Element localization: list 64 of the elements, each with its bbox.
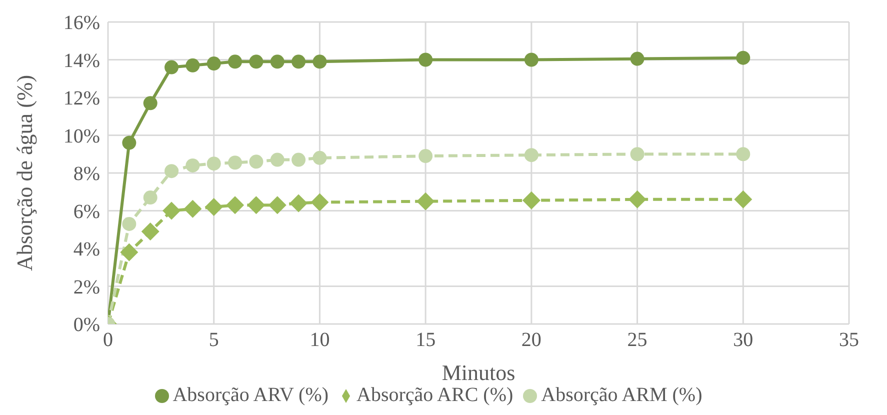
y-tick-label: 14% bbox=[63, 50, 100, 72]
point bbox=[204, 198, 223, 216]
point bbox=[206, 56, 221, 71]
point bbox=[270, 54, 284, 69]
point bbox=[164, 164, 179, 178]
point bbox=[122, 216, 136, 231]
y-tick-label: 0% bbox=[73, 314, 100, 336]
legend-label: Absorção ARM (%) bbox=[541, 384, 702, 406]
x-tick-label: 10 bbox=[310, 329, 330, 352]
y-tick-label: 2% bbox=[73, 276, 100, 298]
point bbox=[522, 191, 540, 210]
point bbox=[206, 156, 221, 171]
x-tick-label: 15 bbox=[416, 329, 436, 352]
y-tick-label: 6% bbox=[73, 200, 100, 223]
point bbox=[143, 96, 158, 110]
y-tick-label: 16% bbox=[63, 12, 100, 34]
point bbox=[312, 54, 327, 69]
x-axis-title: Minutos bbox=[442, 360, 516, 385]
y-tick-label: 8% bbox=[73, 163, 100, 186]
point bbox=[270, 152, 284, 167]
y-axis-title: Absorção de água (%) bbox=[12, 74, 37, 272]
x-tick-label: 35 bbox=[839, 329, 859, 352]
point bbox=[141, 222, 160, 241]
point bbox=[249, 154, 264, 169]
x-tick-label: 0 bbox=[103, 329, 113, 352]
point bbox=[310, 193, 329, 212]
point bbox=[630, 52, 644, 66]
point bbox=[143, 190, 158, 205]
point bbox=[734, 190, 752, 208]
point bbox=[312, 150, 327, 165]
point bbox=[630, 147, 644, 162]
point bbox=[416, 192, 435, 210]
point bbox=[418, 52, 433, 67]
point bbox=[184, 200, 202, 218]
point bbox=[292, 54, 306, 69]
point bbox=[228, 54, 242, 69]
point bbox=[186, 158, 200, 172]
point bbox=[524, 52, 538, 67]
point bbox=[226, 196, 244, 214]
point bbox=[162, 202, 181, 220]
y-tick-label: 4% bbox=[73, 238, 100, 261]
point bbox=[164, 60, 179, 74]
point bbox=[122, 136, 136, 150]
point bbox=[186, 58, 200, 72]
point bbox=[268, 196, 286, 214]
y-tick-label: 12% bbox=[63, 88, 100, 110]
point bbox=[247, 196, 266, 214]
point bbox=[628, 190, 646, 208]
y-tick-label: 10% bbox=[63, 125, 100, 148]
point bbox=[290, 194, 308, 212]
point bbox=[418, 149, 433, 164]
point bbox=[228, 156, 242, 170]
point bbox=[120, 243, 138, 262]
point bbox=[249, 54, 264, 69]
point bbox=[292, 152, 306, 167]
legend-label: Absorção ARV (%) bbox=[172, 384, 329, 406]
point bbox=[736, 147, 750, 162]
x-tick-label: 25 bbox=[627, 329, 648, 352]
x-tick-label: 30 bbox=[733, 329, 754, 352]
point bbox=[736, 50, 750, 65]
point bbox=[524, 148, 538, 162]
x-tick-label: 20 bbox=[521, 329, 542, 352]
x-tick-label: 5 bbox=[208, 329, 219, 352]
legend-label: Absorção ARC (%) bbox=[356, 384, 514, 406]
